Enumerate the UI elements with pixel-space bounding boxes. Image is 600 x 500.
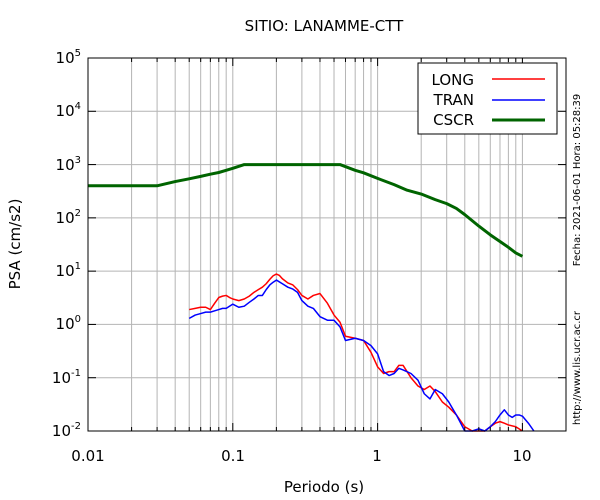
- chart-title: SITIO: LANAMME-CTT: [245, 17, 404, 35]
- y-tick-labels: 105 104 103 102 101 100 10-1 10-2: [52, 48, 81, 440]
- x-tick-label: 10: [512, 447, 531, 465]
- x-tick-label: 1: [372, 447, 382, 465]
- series-line-long: [189, 273, 523, 432]
- legend-box: [417, 62, 558, 135]
- series-layer: [88, 163, 535, 432]
- plot-frame: [87, 57, 567, 432]
- y-tick-label: 104: [56, 101, 81, 120]
- y-tick-label: 10-1: [52, 368, 81, 387]
- y-tick-label: 100: [56, 314, 81, 333]
- y-axis-label: PSA (cm/s2): [6, 199, 24, 290]
- x-tick-label: 0.01: [71, 447, 104, 465]
- grid: [87, 57, 567, 432]
- x-tick-labels: 0.01 0.1 1 10: [71, 447, 531, 465]
- x-tick-label: 0.1: [221, 447, 245, 465]
- y-tick-label: 103: [56, 155, 81, 174]
- legend-label-tran: TRAN: [433, 91, 474, 109]
- y-tick-label: 101: [56, 261, 81, 280]
- source-url: http://www.lis.ucr.ac.cr: [572, 310, 583, 425]
- y-tick-label: 105: [56, 48, 81, 67]
- y-tick-label: 102: [56, 208, 81, 227]
- x-axis-label: Periodo (s): [284, 478, 364, 496]
- y-tick-label: 10-2: [52, 421, 81, 440]
- legend-label-long: LONG: [432, 71, 474, 89]
- series-line-tran: [188, 279, 535, 432]
- legend-label-cscr: CSCR: [433, 111, 474, 129]
- series-line-cscr: [88, 163, 524, 258]
- legend: LONG TRAN CSCR: [417, 62, 558, 135]
- timestamp-label: Fecha: 2021-06-01 Hora: 05:28:39: [572, 94, 583, 267]
- ticks: [87, 57, 567, 432]
